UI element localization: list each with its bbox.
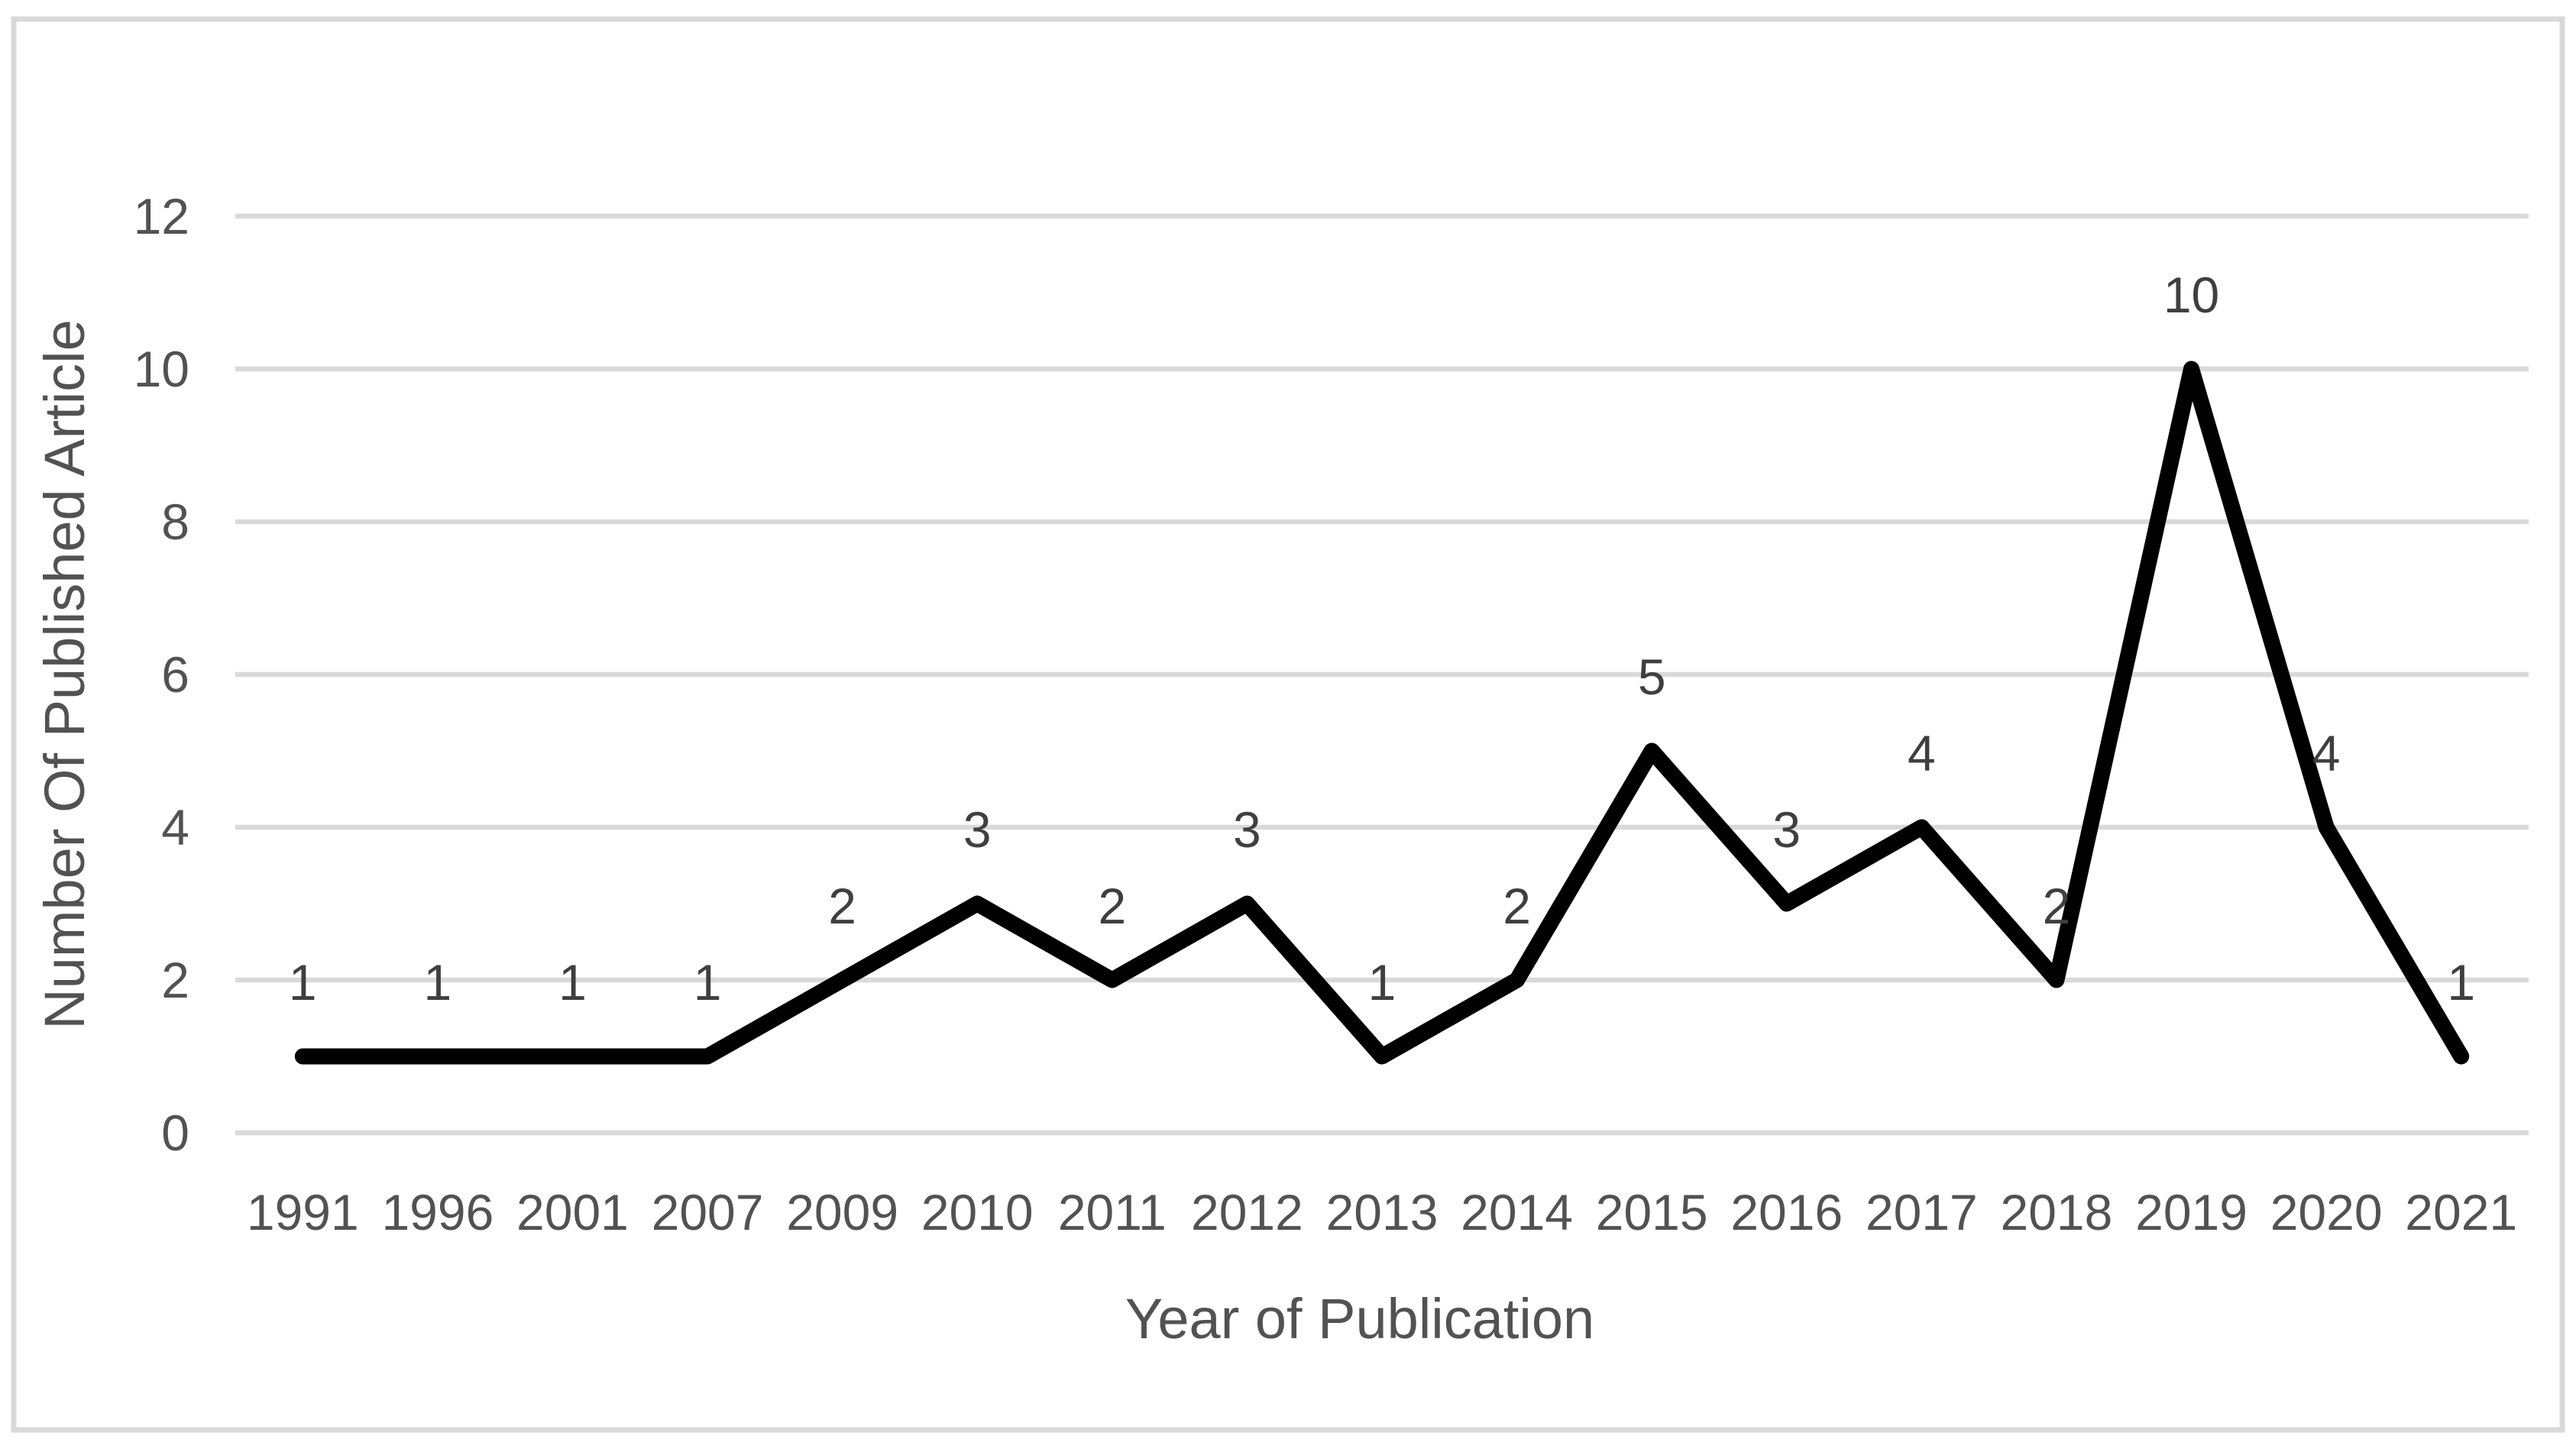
data-label: 1 [2447,954,2475,1011]
data-label: 2 [828,878,856,934]
series-line [294,361,2470,1065]
y-axis-tick-label: 4 [161,799,189,855]
x-axis-tick-label: 2012 [1191,1184,1303,1240]
x-axis-tick-label: 2015 [1596,1184,1708,1240]
data-label: 10 [2163,267,2219,323]
x-axis-tick-label: 2017 [1866,1184,1978,1240]
data-label: 1 [424,954,452,1011]
y-axis-tick-label: 12 [134,188,189,244]
x-axis-tick-label: 2016 [1730,1184,1843,1240]
x-axis-tick-label: 2014 [1461,1184,1573,1240]
y-axis-tick-label: 6 [161,646,189,703]
x-axis-tick-label: 1991 [247,1184,359,1240]
x-axis-tick-label: 2007 [652,1184,764,1240]
data-label: 5 [1638,648,1666,705]
chart-border [11,16,2565,1433]
x-axis-tick-label: 2018 [2001,1184,2113,1240]
y-axis-title: Number Of Published Article [33,319,96,1030]
y-axis-tick-label: 0 [161,1105,189,1161]
data-label: 2 [1503,878,1531,934]
x-axis-tick-label: 2021 [2405,1184,2517,1240]
data-label: 4 [2312,725,2341,781]
data-label: 1 [558,954,587,1011]
data-labels-group: 1 1 1 1 2 3 2 3 1 2 5 3 4 2 10 4 1 [289,267,2475,1011]
x-axis-tick-label: 2001 [516,1184,629,1240]
data-label: 1 [289,954,317,1011]
x-axis-tick-label: 2020 [2270,1184,2383,1240]
data-label: 3 [963,801,992,858]
y-axis-tick-label: 2 [161,952,189,1008]
x-axis-tick-label: 2011 [1058,1184,1167,1240]
x-axis-title: Year of Publication [1125,1287,1594,1350]
data-label: 2 [2043,878,2071,934]
data-label: 3 [1772,801,1801,858]
x-axis-tick-label: 2019 [2135,1184,2248,1240]
y-axis-tick-label: 10 [134,341,189,397]
data-label: 1 [1368,954,1396,1011]
series-group [294,361,2470,1065]
gridlines-group [235,213,2529,1136]
x-axis-tick-labels: 1991 1996 2001 2007 2009 2010 2011 2012 2013 2014… [247,1184,2517,1240]
data-label: 3 [1233,801,1261,858]
data-label: 4 [1908,725,1936,781]
data-label: 2 [1098,878,1126,934]
y-axis-tick-labels: 0 2 4 6 8 10 12 [134,188,189,1161]
x-axis-tick-label: 2010 [921,1184,1034,1240]
x-axis-tick-label: 2013 [1326,1184,1438,1240]
y-axis-tick-label: 8 [161,493,189,550]
data-label: 1 [694,954,722,1011]
x-axis-tick-label: 2009 [786,1184,898,1240]
x-axis-tick-label: 1996 [381,1184,494,1240]
